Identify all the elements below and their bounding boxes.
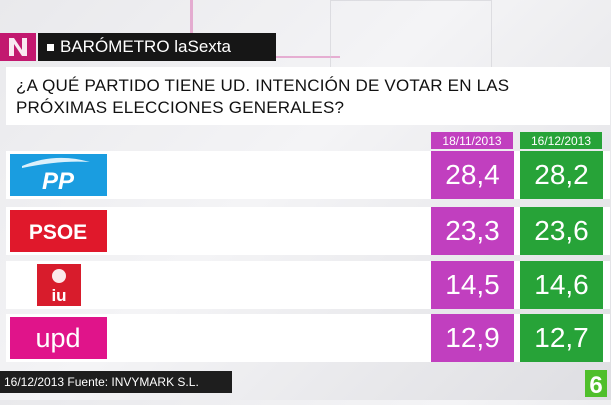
background-decoration xyxy=(190,0,193,58)
column-header-1: 18/11/2013 xyxy=(431,132,513,149)
table-row-pp: PP 28,4 28,2 xyxy=(6,151,610,199)
psoe-logo-text: PSOE xyxy=(29,221,87,244)
column-header-2: 16/12/2013 xyxy=(520,132,602,149)
upd-logo-icon: upd xyxy=(10,317,107,359)
table-row-psoe: PSOE 23,3 23,6 xyxy=(6,207,610,255)
pp-logo-text: PP xyxy=(42,168,75,195)
value-iu-col1: 14,5 xyxy=(431,261,514,309)
header-title: BARÓMETRO laSexta xyxy=(60,37,231,56)
upd-logo-text: upd xyxy=(35,323,80,353)
value-psoe-col1: 23,3 xyxy=(431,207,514,255)
pp-logo-icon: PP xyxy=(10,154,107,196)
question-line-2: PRÓXIMAS ELECCIONES GENERALES? xyxy=(16,98,345,117)
iu-logo-text: iu xyxy=(51,286,66,305)
value-pp-col1: 28,4 xyxy=(431,151,514,199)
value-pp-col2: 28,2 xyxy=(520,151,603,199)
question-panel: ¿A QUÉ PARTIDO TIENE UD. INTENCIÓN DE VO… xyxy=(6,67,610,125)
table-row-iu: iu 14,5 14,6 xyxy=(6,261,610,309)
question-line-1: ¿A QUÉ PARTIDO TIENE UD. INTENCIÓN DE VO… xyxy=(16,76,510,95)
value-upd-col2: 12,7 xyxy=(520,314,603,362)
lasexta-6-icon: 6 xyxy=(582,366,610,400)
lasexta-n-logo-icon xyxy=(0,33,36,61)
bullet-square-icon xyxy=(47,43,54,51)
value-upd-col1: 12,9 xyxy=(431,314,514,362)
svg-text:6: 6 xyxy=(589,372,602,399)
header-bar: BARÓMETRO laSexta xyxy=(38,33,276,61)
value-iu-col2: 14,6 xyxy=(520,261,603,309)
table-row-upd: upd 12,9 12,7 xyxy=(6,314,610,362)
value-psoe-col2: 23,6 xyxy=(520,207,603,255)
source-footer: 16/12/2013 Fuente: INVYMARK S.L. xyxy=(0,371,232,393)
iu-logo-icon: iu xyxy=(10,264,107,306)
psoe-logo-icon: PSOE xyxy=(10,210,107,252)
